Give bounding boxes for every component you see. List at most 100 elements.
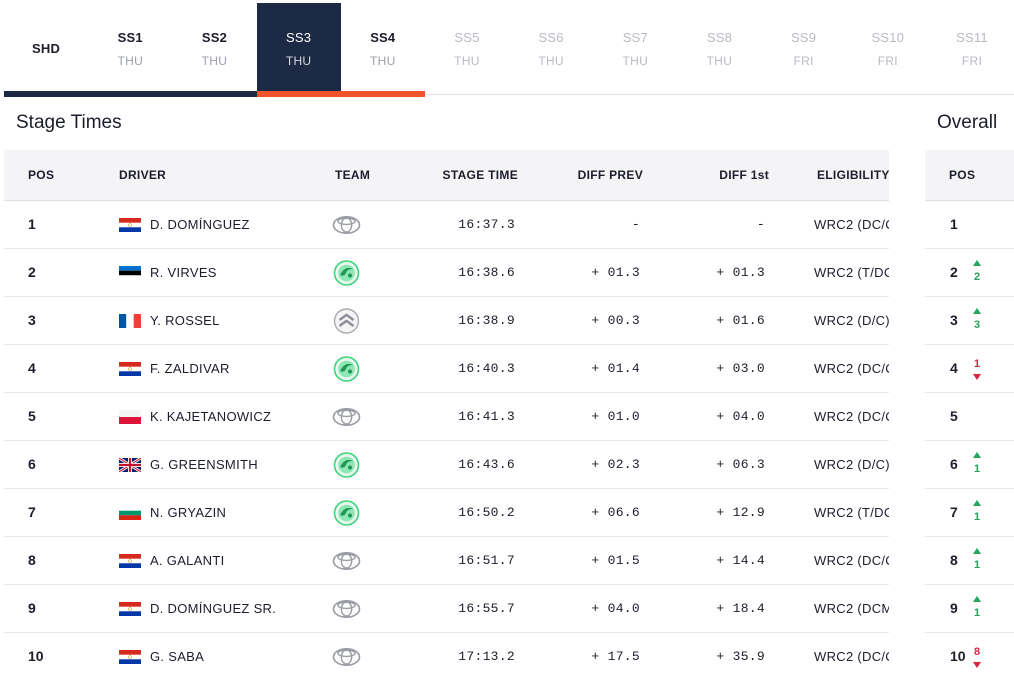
estonia-flag-icon: [119, 266, 141, 280]
overall-header: POS: [925, 150, 1014, 201]
driver-name[interactable]: N. GRYAZIN: [150, 505, 227, 520]
tab-ss4[interactable]: SS4 THU: [340, 3, 425, 97]
diff-first: -: [756, 217, 765, 232]
diff-prev: + 01.4: [591, 361, 640, 376]
header-driver[interactable]: DRIVER: [119, 168, 167, 182]
uk-flag-icon: [119, 458, 141, 472]
position: 3: [28, 312, 36, 328]
position: 8: [28, 552, 36, 568]
eligibility: WRC2 (D/C): [814, 457, 889, 472]
diff-prev: + 02.3: [591, 457, 640, 472]
overall-rows: 1 2 2 3 3 4 1 5 6 1 7 1 8 1 9 1 10 8: [925, 201, 1014, 680]
driver-name[interactable]: D. DOMÍNGUEZ SR.: [150, 601, 277, 616]
overall-position: 1: [950, 216, 958, 232]
position: 9: [28, 600, 36, 616]
paraguay-flag-icon: [119, 650, 141, 664]
header-eligibility[interactable]: ELIGIBILITY: [817, 168, 889, 182]
overall-position: 8: [950, 552, 958, 568]
diff-prev: + 04.0: [591, 601, 640, 616]
tab-day: FRI: [961, 54, 983, 68]
diff-prev: -: [631, 217, 640, 232]
tab-day: THU: [622, 54, 649, 68]
eligibility: WRC2 (DC/C: [814, 553, 889, 568]
toyota-icon: [332, 644, 361, 670]
diff-prev: + 06.6: [591, 505, 640, 520]
header-team[interactable]: TEAM: [335, 168, 371, 182]
stage-times-table: POS DRIVER TEAM STAGE TIME DIFF PREV DIF…: [4, 150, 889, 680]
tab-ss2[interactable]: SS2 THU: [172, 3, 257, 97]
overall-position: 6: [950, 456, 958, 472]
tab-day: THU: [706, 54, 733, 68]
driver-name[interactable]: Y. ROSSEL: [150, 313, 220, 328]
table-row[interactable]: 1 D. DOMÍNGUEZ 16:37.3 - - WRC2 (DC/C: [4, 201, 889, 249]
overall-position: 7: [950, 504, 958, 520]
progress-bar-segment: [88, 91, 173, 97]
diff-prev: + 01.5: [591, 553, 640, 568]
header-diff-prev[interactable]: DIFF PREV: [577, 168, 643, 182]
overall-position: 3: [950, 312, 958, 328]
position-change-down-icon: 1: [970, 354, 984, 384]
table-row[interactable]: 2 R. VIRVES 16:38.6 + 01.3 + 01.3 WRC2 (T/DC: [4, 249, 889, 297]
position: 5: [28, 408, 36, 424]
stage-times-title: Stage Times: [16, 112, 122, 133]
tab-code: SS1: [117, 30, 143, 45]
tab-ss5[interactable]: SS5 THU: [425, 3, 509, 95]
tab-ss9[interactable]: SS9 FRI: [762, 3, 846, 95]
driver-name[interactable]: G. SABA: [150, 649, 205, 664]
header-pos[interactable]: POS: [28, 168, 55, 182]
overall-position: 4: [950, 360, 958, 376]
header-diff-first[interactable]: DIFF 1st: [719, 168, 769, 182]
driver-name[interactable]: G. GREENSMITH: [150, 457, 258, 472]
table-row[interactable]: 6 G. GREENSMITH 16:43.6 + 02.3 + 06.3 WRC2 (D…: [4, 441, 889, 489]
tab-day: THU: [454, 54, 480, 68]
overall-position: 10: [950, 648, 966, 664]
driver-name[interactable]: R. VIRVES: [150, 265, 217, 280]
tab-ss10[interactable]: SS10 FRI: [846, 3, 930, 95]
table-row[interactable]: 5 K. KAJETANOWICZ 16:41.3 + 01.0 + 04.0 WRC2 …: [4, 393, 889, 441]
tab-day: THU: [538, 54, 564, 68]
stage-time: 16:38.9: [458, 313, 515, 328]
skoda-icon: [332, 500, 361, 526]
tab-day: FRI: [877, 54, 898, 68]
stage-tab-bar: SHD SS1 THU SS2 THU SS3 THU SS4 THU SS5 THU SS6 THU S…: [4, 3, 1014, 97]
table-row[interactable]: 4 F. ZALDIVAR 16:40.3 + 01.4 + 03.0 WRC2 (DC/…: [4, 345, 889, 393]
table-row[interactable]: 7 N. GRYAZIN 16:50.2 + 06.6 + 12.9 WRC2 (T/DC: [4, 489, 889, 537]
tab-code: SS7: [622, 30, 648, 45]
position: 10: [28, 648, 44, 664]
tab-ss11[interactable]: SS11 FRI: [930, 3, 1014, 95]
driver-name[interactable]: D. DOMÍNGUEZ: [150, 217, 250, 232]
driver-name[interactable]: F. ZALDIVAR: [150, 361, 230, 376]
tab-code: SS3: [286, 30, 312, 45]
paraguay-flag-icon: [119, 554, 141, 568]
eligibility: WRC2 (DC/C: [814, 361, 889, 376]
eligibility: WRC2 (T/DC: [814, 505, 889, 520]
tab-ss8[interactable]: SS8 THU: [677, 3, 761, 95]
driver-name[interactable]: A. GALANTI: [150, 553, 225, 568]
header-overall-pos[interactable]: POS: [949, 168, 976, 182]
overall-position: 2: [950, 264, 958, 280]
position-change: 1: [973, 607, 981, 619]
tab-day: THU: [285, 54, 312, 68]
table-row[interactable]: 9 D. DOMÍNGUEZ SR. 16:55.7 + 04.0 + 18.4 WRC2…: [4, 585, 889, 633]
tab-code: SS5: [454, 30, 480, 45]
table-row[interactable]: 3 Y. ROSSEL 16:38.9 + 00.3 + 01.6 WRC2 (D/C): [4, 297, 889, 345]
table-row[interactable]: 8 A. GALANTI 16:51.7 + 01.5 + 14.4 WRC2 (DC/C: [4, 537, 889, 585]
tab-ss3[interactable]: SS3 THU: [256, 3, 341, 97]
position-change: 1: [973, 511, 981, 523]
header-stage-time[interactable]: STAGE TIME: [442, 168, 518, 182]
overall-position: 5: [950, 408, 958, 424]
tab-code: SS2: [201, 30, 228, 45]
position-change-up-icon: 3: [970, 306, 984, 336]
tab-ss7[interactable]: SS7 THU: [593, 3, 677, 95]
position-change-up-icon: 1: [970, 546, 984, 576]
position-change-up-icon: 1: [970, 594, 984, 624]
tab-ss6[interactable]: SS6 THU: [509, 3, 593, 95]
tab-shd[interactable]: SHD: [4, 3, 89, 97]
driver-name[interactable]: K. KAJETANOWICZ: [150, 409, 272, 424]
table-row[interactable]: 10 G. SABA 17:13.2 + 17.5 + 35.9 WRC2 (DC/C: [4, 633, 889, 680]
stage-time: 16:50.2: [458, 505, 515, 520]
tab-ss1[interactable]: SS1 THU: [88, 3, 173, 97]
stage-time: 17:13.2: [458, 649, 515, 664]
